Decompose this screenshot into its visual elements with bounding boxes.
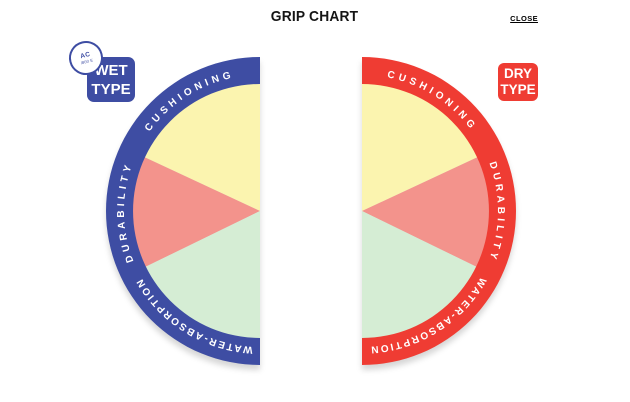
wet-segment-water-absorption [144,211,260,340]
wet-type-chart: CUSHIONING DURABILITY WATER-ABSORPTION [106,57,260,365]
wet-type-badge-line2: TYPE [91,80,131,98]
page-title-text: GRIP CHART [271,8,359,25]
dry-segment-durability [362,156,491,268]
wet-ring [106,57,260,365]
close-button[interactable]: CLOSE [510,14,538,23]
wet-segment-cushioning [143,82,260,211]
dry-ring [362,57,516,365]
dry-segment-water-absorption [362,211,478,340]
dry-type-badge-line1: DRY [503,65,532,81]
dry-type-badge: DRY TYPE [498,63,538,101]
dry-segment-cushioning [362,82,479,211]
page-title: GRIP CHART [0,8,630,26]
dry-type-badge-line2: TYPE [500,82,536,97]
wet-segment-durability [131,156,260,268]
wet-type-badge-line1: WET [94,61,128,79]
wet-ring-label-durability: DURABILITY [116,160,136,264]
dry-type-chart: CUSHIONING DURABILITY WATER-ABSORPTION [362,57,516,365]
